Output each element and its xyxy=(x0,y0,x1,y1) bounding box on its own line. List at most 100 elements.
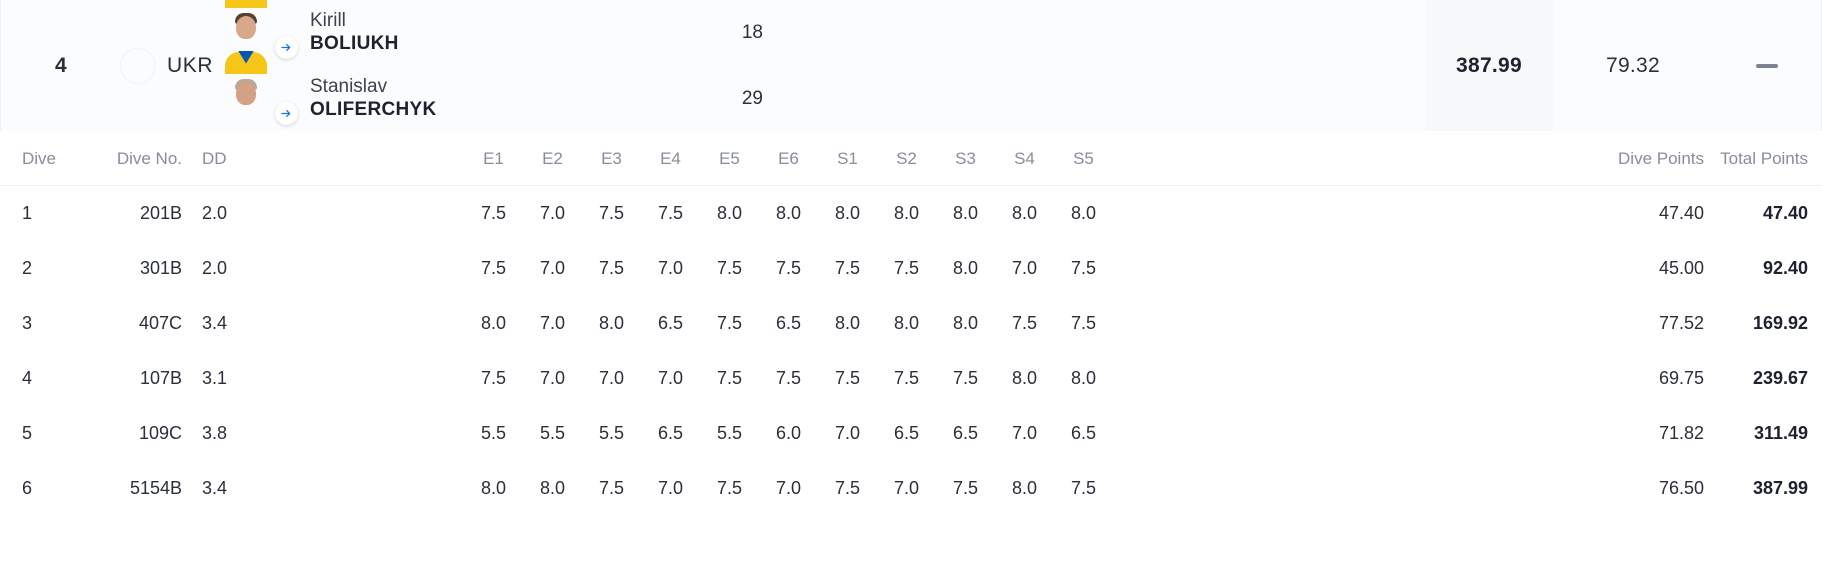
cell-score-e2: 7.0 xyxy=(539,203,566,223)
cell-dive-no: 109C xyxy=(138,423,182,443)
cell-score-s2: 7.5 xyxy=(893,368,920,388)
cell-spacer-2 xyxy=(1113,186,1572,242)
cell-score-e1: 7.5 xyxy=(480,203,507,223)
cell-score-e1: 7.5 xyxy=(480,258,507,278)
cell-score-e3: 7.0 xyxy=(598,368,625,388)
athletes-cell: Kirill BOLIUKH xyxy=(225,0,591,131)
cell-score-s1: 7.5 xyxy=(834,258,861,278)
cell-score-e5: 7.5 xyxy=(716,368,743,388)
cell-score-e4: 6.5 xyxy=(657,313,684,333)
ukraine-flag-icon xyxy=(121,49,155,83)
cell-spacer xyxy=(254,351,464,406)
cell-total-points: 47.40 xyxy=(1762,203,1808,223)
avatar xyxy=(225,50,298,125)
rank-cell: 4 xyxy=(1,0,121,131)
column-header-dive: Dive xyxy=(0,131,78,186)
cell-total-points: 169.92 xyxy=(1752,313,1808,333)
cell-score-s1: 7.5 xyxy=(834,368,861,388)
table-body: 1 201B 2.0 7.5 7.0 7.5 7.5 8.0 8.0 8.0 8… xyxy=(0,186,1822,517)
athlete-first-name: Kirill xyxy=(310,10,346,32)
cell-score-e2: 8.0 xyxy=(539,478,566,498)
cell-score-s1: 8.0 xyxy=(834,313,861,333)
collapse-button[interactable] xyxy=(1713,0,1821,131)
cell-dive-points: 45.00 xyxy=(1658,258,1704,278)
cell-total-points: 311.49 xyxy=(1753,423,1808,443)
cell-dive: 6 xyxy=(22,478,33,498)
cell-score-s4: 7.0 xyxy=(1011,258,1038,278)
minus-icon[interactable] xyxy=(1756,63,1778,68)
cell-score-s2: 7.0 xyxy=(893,478,920,498)
athlete-entry[interactable]: Kirill BOLIUKH xyxy=(225,0,591,59)
average-points-cell: 79.32 xyxy=(1553,0,1713,131)
cell-score-e4: 7.0 xyxy=(657,258,684,278)
arrow-right-icon[interactable] xyxy=(275,101,298,125)
cell-dive: 1 xyxy=(22,203,33,223)
cell-score-e1: 8.0 xyxy=(480,478,507,498)
cell-score-s2: 8.0 xyxy=(893,203,920,223)
cell-score-e3: 7.5 xyxy=(598,258,625,278)
table-row[interactable]: 2 301B 2.0 7.5 7.0 7.5 7.0 7.5 7.5 7.5 7… xyxy=(0,241,1822,296)
cell-dive-points: 71.82 xyxy=(1658,423,1704,443)
cell-score-s5: 8.0 xyxy=(1070,368,1097,388)
cell-score-e5: 7.5 xyxy=(716,478,743,498)
column-header-e3: E3 xyxy=(582,131,641,186)
column-header-s2: S2 xyxy=(877,131,936,186)
table-row[interactable]: 4 107B 3.1 7.5 7.0 7.0 7.0 7.5 7.5 7.5 7… xyxy=(0,351,1822,406)
cell-score-s3: 7.5 xyxy=(952,368,979,388)
cell-score-s3: 8.0 xyxy=(952,313,979,333)
athlete-name: Kirill BOLIUKH xyxy=(310,10,399,55)
cell-score-e5: 7.5 xyxy=(716,258,743,278)
table-row[interactable]: 6 5154B 3.4 8.0 8.0 7.5 7.0 7.5 7.0 7.5 … xyxy=(0,461,1822,516)
result-header-row[interactable]: 4 UKR xyxy=(0,0,1822,131)
cell-spacer xyxy=(254,296,464,351)
cell-dive-no: 107B xyxy=(139,368,182,388)
arrow-right-icon[interactable] xyxy=(275,35,298,59)
cell-score-e6: 8.0 xyxy=(775,203,802,223)
cell-score-s5: 7.5 xyxy=(1070,478,1097,498)
cell-dd: 2.0 xyxy=(202,258,228,278)
cell-score-s1: 7.5 xyxy=(834,478,861,498)
cell-dive: 5 xyxy=(22,423,33,443)
table-row[interactable]: 5 109C 3.8 5.5 5.5 5.5 6.5 5.5 6.0 7.0 6… xyxy=(0,406,1822,461)
total-points-value: 387.99 xyxy=(1455,53,1523,77)
cell-score-e2: 7.0 xyxy=(539,368,566,388)
cell-dive-no: 301B xyxy=(139,258,182,278)
cell-score-s2: 8.0 xyxy=(893,313,920,333)
cell-score-e1: 7.5 xyxy=(480,368,507,388)
cell-score-e4: 7.0 xyxy=(657,478,684,498)
cell-dive-points: 76.50 xyxy=(1658,478,1704,498)
cell-spacer xyxy=(254,406,464,461)
cell-total-points: 387.99 xyxy=(1752,478,1808,498)
cell-score-e4: 6.5 xyxy=(657,423,684,443)
cell-score-e6: 7.5 xyxy=(775,258,802,278)
column-header-dd: DD xyxy=(182,131,254,186)
cell-score-s4: 7.5 xyxy=(1011,313,1038,333)
athlete-last-name: BOLIUKH xyxy=(310,32,399,54)
column-header-s4: S4 xyxy=(995,131,1054,186)
athlete-name: Stanislav OLIFERCHYK xyxy=(310,76,437,121)
cell-score-s2: 6.5 xyxy=(893,423,920,443)
column-header-s3: S3 xyxy=(936,131,995,186)
cell-dive: 2 xyxy=(22,258,33,278)
cell-score-s4: 8.0 xyxy=(1011,203,1038,223)
cell-spacer xyxy=(254,461,464,516)
cell-dive-no: 5154B xyxy=(129,478,182,498)
table-row[interactable]: 3 407C 3.4 8.0 7.0 8.0 6.5 7.5 6.5 8.0 8… xyxy=(0,296,1822,351)
cell-score-e3: 7.5 xyxy=(598,478,625,498)
cell-score-s3: 8.0 xyxy=(952,203,979,223)
athlete-entry[interactable]: Stanislav OLIFERCHYK xyxy=(225,50,591,125)
athlete-first-name: Stanislav xyxy=(310,76,388,98)
cell-score-s5: 6.5 xyxy=(1070,423,1097,443)
cell-score-e1: 8.0 xyxy=(480,313,507,333)
bib-number-cell: 18 29 xyxy=(591,0,781,131)
bib-number: 29 xyxy=(741,87,763,109)
table-row[interactable]: 1 201B 2.0 7.5 7.0 7.5 7.5 8.0 8.0 8.0 8… xyxy=(0,186,1822,242)
cell-score-e5: 8.0 xyxy=(716,203,743,223)
cell-score-s3: 8.0 xyxy=(952,258,979,278)
rank-value: 4 xyxy=(55,53,67,77)
header-spacer xyxy=(781,0,1425,131)
column-header-s5: S5 xyxy=(1054,131,1113,186)
cell-dive-no: 201B xyxy=(139,203,182,223)
average-points-value: 79.32 xyxy=(1605,53,1661,77)
